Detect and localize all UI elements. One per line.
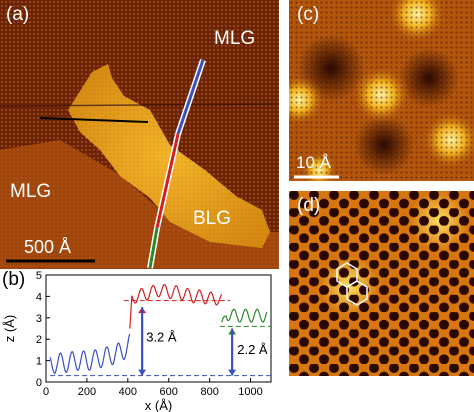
y-tick-label: 4 xyxy=(36,291,42,303)
series-line xyxy=(129,284,223,329)
label-mlg-top: MLG xyxy=(214,28,256,49)
series-line xyxy=(49,333,131,374)
panel-a-tag: (a) xyxy=(6,4,30,25)
stm-overview-image: (a) MLG MLG BLG 500 Å xyxy=(0,0,279,269)
stm-moire-image: (c) 10 Å xyxy=(289,0,474,181)
stm-lattice-svg xyxy=(289,191,474,376)
y-tick-label: 5 xyxy=(36,270,42,282)
annotation-2-2: 2.2 Å xyxy=(237,342,268,357)
stm-lattice-image: (d) xyxy=(289,191,474,376)
hexagon-overlay xyxy=(336,262,368,306)
y-tick-label: 2 xyxy=(36,334,42,346)
plot-area xyxy=(45,274,272,383)
scalebar-c-label: 10 Å xyxy=(296,153,331,172)
x-tick-label: 1000 xyxy=(238,386,262,398)
y-tick-label: 0 xyxy=(36,377,42,389)
y-tick-label: 3 xyxy=(36,313,42,325)
panel-b-tag: (b) xyxy=(2,269,26,290)
panel-d-tag: (d) xyxy=(297,195,321,216)
x-axis-label: x (Å) xyxy=(145,398,172,412)
x-tick-label: 200 xyxy=(78,386,96,398)
y-axis-label: z (Å) xyxy=(2,315,17,342)
series-line xyxy=(221,308,268,323)
x-tick-label: 600 xyxy=(160,386,178,398)
chart-svg: 0 200 400 600 800 1000 0 1 2 3 4 5 x (Å) z (Å) 3.2 … xyxy=(2,270,272,412)
panel-c-tag: (c) xyxy=(297,4,320,25)
label-mlg-left: MLG xyxy=(10,181,52,202)
annotation-3-2: 3.2 Å xyxy=(146,329,177,344)
stm-overview-svg xyxy=(0,0,279,269)
label-blg: BLG xyxy=(193,208,232,229)
scalebar-a-label: 500 Å xyxy=(24,237,72,257)
stm-moire-svg xyxy=(289,0,474,181)
arrow-head xyxy=(228,369,237,376)
x-tick-label: 400 xyxy=(119,386,137,398)
height-profile-chart: (b) 0 200 400 600 800 1000 0 1 2 3 4 5 x (Å) z (Å) … xyxy=(0,269,279,412)
y-tick-label: 1 xyxy=(36,356,42,368)
x-tick-label: 0 xyxy=(43,386,49,398)
arrow-head xyxy=(138,369,147,376)
profile-line-black xyxy=(39,117,149,123)
x-tick-label: 800 xyxy=(200,386,218,398)
